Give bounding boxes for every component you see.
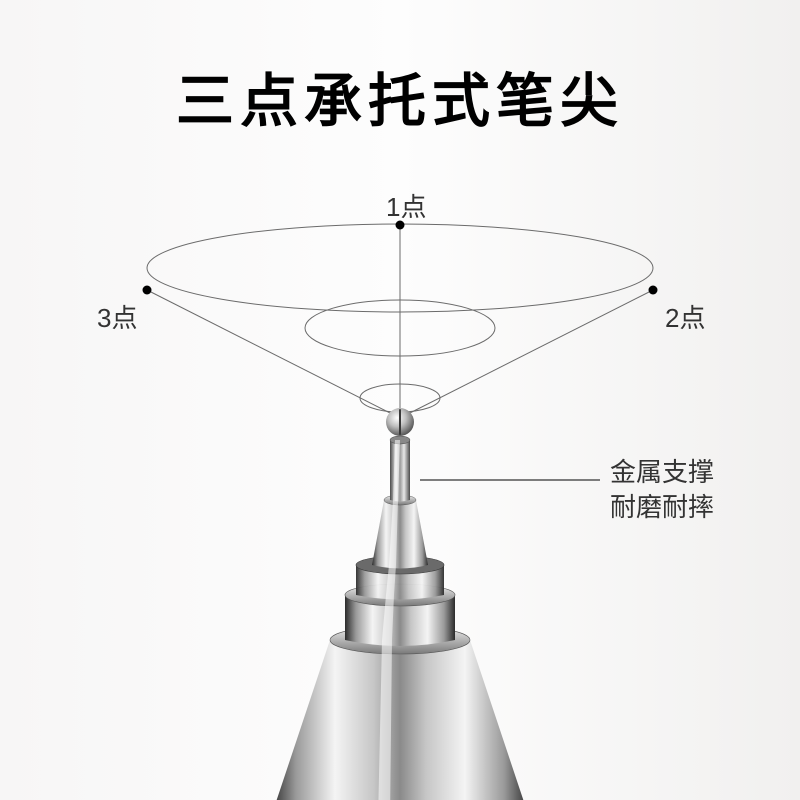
pen-tip-illustration bbox=[0, 0, 800, 800]
point-label-2: 2点 bbox=[665, 298, 705, 335]
point-label-1: 1点 bbox=[386, 187, 426, 224]
canvas: 三点承托式笔尖 bbox=[0, 0, 800, 800]
callout-text: 金属支撑 耐磨耐摔 bbox=[610, 455, 714, 525]
callout-line-1: 金属支撑 bbox=[610, 455, 714, 490]
pen-pipe bbox=[390, 439, 410, 502]
pen-cone-big bbox=[270, 630, 530, 800]
point-label-3: 3点 bbox=[97, 298, 137, 335]
callout-line-2: 耐磨耐摔 bbox=[610, 490, 714, 525]
pen-nozzle bbox=[372, 498, 428, 569]
